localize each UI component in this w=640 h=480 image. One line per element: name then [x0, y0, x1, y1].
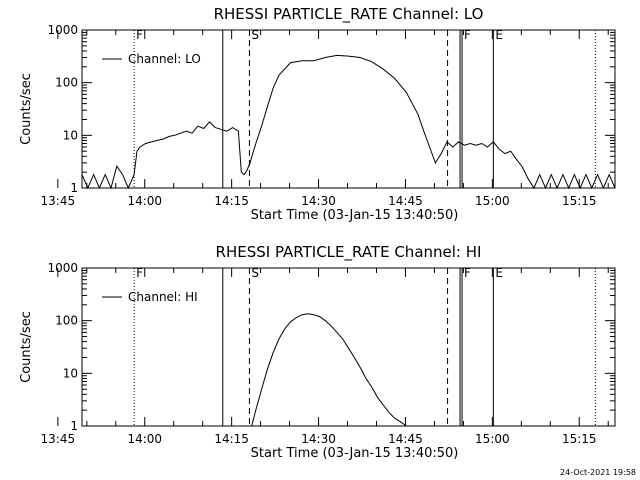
x-tick-label: 14:15: [214, 432, 249, 446]
x-tick-label: 15:00: [475, 432, 510, 446]
y-axis-label: Counts/sec: [19, 73, 34, 145]
y-tick-label: 1: [70, 181, 78, 195]
x-tick-label: 15:15: [562, 194, 597, 208]
marker-label: F: [136, 28, 143, 42]
x-tick-label: 14:00: [127, 194, 162, 208]
chart-title: RHESSI PARTICLE_RATE Channel: HI: [216, 243, 482, 262]
series-line-0: [81, 54, 616, 190]
x-tick-label: 15:15: [562, 432, 597, 446]
y-axis-label: Counts/sec: [19, 311, 34, 383]
marker-label: S: [251, 28, 259, 42]
x-tick-label: 14:45: [388, 432, 423, 446]
x-tick-label: 14:00: [127, 432, 162, 446]
marker-label: F: [136, 266, 143, 280]
legend-label: Channel: HI: [128, 290, 198, 304]
plot-frame: [81, 29, 616, 189]
x-tick-label: 14:15: [214, 194, 249, 208]
x-tick-label: 13:45: [41, 432, 76, 446]
marker-label: F: [464, 266, 471, 280]
x-axis-label: Start Time (03-Jan-15 13:40:50): [251, 446, 459, 461]
y-tick-label: 1000: [47, 23, 78, 37]
y-tick-label: 100: [55, 76, 78, 90]
y-tick-label: 10: [63, 366, 78, 380]
x-tick-label: 15:00: [475, 194, 510, 208]
plot-frame: [81, 267, 616, 427]
footer-timestamp: 24-Oct-2021 19:58: [560, 468, 636, 477]
x-tick-label: 14:45: [388, 194, 423, 208]
marker-label: F: [464, 28, 471, 42]
x-tick-label: 13:45: [41, 194, 76, 208]
marker-label: S: [251, 266, 259, 280]
y-tick-label: 1000: [47, 261, 78, 275]
x-tick-label: 14:30: [301, 194, 336, 208]
marker-label: E: [495, 28, 503, 42]
x-axis-label: Start Time (03-Jan-15 13:40:50): [251, 208, 459, 223]
chart-title: RHESSI PARTICLE_RATE Channel: LO: [214, 5, 484, 24]
x-tick-label: 14:30: [301, 432, 336, 446]
y-tick-label: 10: [63, 128, 78, 142]
marker-label: E: [495, 266, 503, 280]
legend-label: Channel: LO: [128, 52, 201, 66]
y-tick-label: 100: [55, 314, 78, 328]
y-tick-label: 1: [70, 419, 78, 433]
series-line-0: [251, 313, 407, 427]
